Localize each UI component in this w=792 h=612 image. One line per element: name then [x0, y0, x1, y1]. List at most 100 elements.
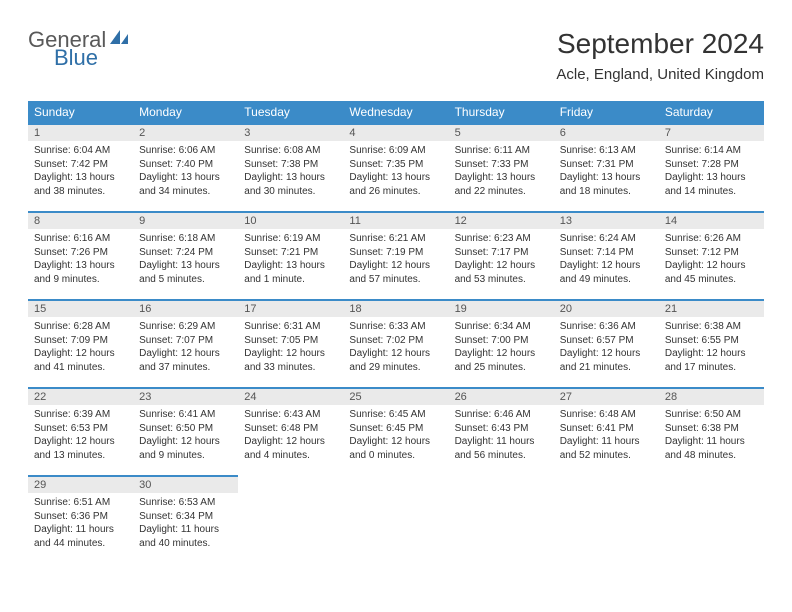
sunset-line: Sunset: 7:00 PM — [455, 334, 548, 348]
day-number: 10 — [238, 213, 343, 229]
daylight-line2: and 57 minutes. — [349, 273, 442, 287]
day-number: 16 — [133, 301, 238, 317]
daylight-line2: and 9 minutes. — [34, 273, 127, 287]
day-detail: Sunrise: 6:28 AMSunset: 7:09 PMDaylight:… — [28, 317, 133, 380]
calendar-week-row: 1Sunrise: 6:04 AMSunset: 7:42 PMDaylight… — [28, 124, 764, 212]
calendar-body: 1Sunrise: 6:04 AMSunset: 7:42 PMDaylight… — [28, 124, 764, 564]
day-detail: Sunrise: 6:24 AMSunset: 7:14 PMDaylight:… — [554, 229, 659, 292]
daylight-line2: and 53 minutes. — [455, 273, 548, 287]
calendar-cell — [659, 476, 764, 564]
day-number: 3 — [238, 125, 343, 141]
sunrise-line: Sunrise: 6:11 AM — [455, 144, 548, 158]
day-number: 15 — [28, 301, 133, 317]
day-detail: Sunrise: 6:19 AMSunset: 7:21 PMDaylight:… — [238, 229, 343, 292]
weekday-header: Tuesday — [238, 101, 343, 124]
header: General Blue September 2024 Acle, Englan… — [28, 28, 764, 83]
sunrise-line: Sunrise: 6:43 AM — [244, 408, 337, 422]
calendar-week-row: 22Sunrise: 6:39 AMSunset: 6:53 PMDayligh… — [28, 388, 764, 476]
sunset-line: Sunset: 7:07 PM — [139, 334, 232, 348]
day-number: 17 — [238, 301, 343, 317]
daylight-line2: and 9 minutes. — [139, 449, 232, 463]
day-detail: Sunrise: 6:36 AMSunset: 6:57 PMDaylight:… — [554, 317, 659, 380]
daylight-line1: Daylight: 12 hours — [139, 347, 232, 361]
weekday-header: Wednesday — [343, 101, 448, 124]
sunset-line: Sunset: 7:12 PM — [665, 246, 758, 260]
day-detail: Sunrise: 6:34 AMSunset: 7:00 PMDaylight:… — [449, 317, 554, 380]
day-number: 26 — [449, 389, 554, 405]
day-number: 27 — [554, 389, 659, 405]
sunset-line: Sunset: 7:14 PM — [560, 246, 653, 260]
calendar-cell: 12Sunrise: 6:23 AMSunset: 7:17 PMDayligh… — [449, 212, 554, 300]
calendar-cell: 4Sunrise: 6:09 AMSunset: 7:35 PMDaylight… — [343, 124, 448, 212]
daylight-line1: Daylight: 12 hours — [349, 259, 442, 273]
sunset-line: Sunset: 6:53 PM — [34, 422, 127, 436]
sunrise-line: Sunrise: 6:08 AM — [244, 144, 337, 158]
calendar-cell: 30Sunrise: 6:53 AMSunset: 6:34 PMDayligh… — [133, 476, 238, 564]
daylight-line1: Daylight: 13 hours — [34, 171, 127, 185]
day-number: 28 — [659, 389, 764, 405]
sunset-line: Sunset: 7:19 PM — [349, 246, 442, 260]
day-number: 22 — [28, 389, 133, 405]
day-detail: Sunrise: 6:41 AMSunset: 6:50 PMDaylight:… — [133, 405, 238, 468]
daylight-line1: Daylight: 12 hours — [665, 347, 758, 361]
day-detail: Sunrise: 6:13 AMSunset: 7:31 PMDaylight:… — [554, 141, 659, 204]
calendar-cell: 17Sunrise: 6:31 AMSunset: 7:05 PMDayligh… — [238, 300, 343, 388]
calendar-cell — [238, 476, 343, 564]
daylight-line2: and 45 minutes. — [665, 273, 758, 287]
sunset-line: Sunset: 7:02 PM — [349, 334, 442, 348]
sunrise-line: Sunrise: 6:31 AM — [244, 320, 337, 334]
daylight-line2: and 26 minutes. — [349, 185, 442, 199]
sunset-line: Sunset: 7:42 PM — [34, 158, 127, 172]
calendar-cell: 28Sunrise: 6:50 AMSunset: 6:38 PMDayligh… — [659, 388, 764, 476]
daylight-line1: Daylight: 11 hours — [34, 523, 127, 537]
day-number: 29 — [28, 477, 133, 493]
calendar-cell: 16 Sunrise: 6:29 AMSunset: 7:07 PMDayligh… — [133, 300, 238, 388]
daylight-line2: and 22 minutes. — [455, 185, 548, 199]
daylight-line2: and 49 minutes. — [560, 273, 653, 287]
day-number: 30 — [133, 477, 238, 493]
sunset-line: Sunset: 7:09 PM — [34, 334, 127, 348]
sunrise-line: Sunrise: 6:51 AM — [34, 496, 127, 510]
daylight-line2: and 38 minutes. — [34, 185, 127, 199]
daylight-line2: and 56 minutes. — [455, 449, 548, 463]
daylight-line1: Daylight: 12 hours — [244, 435, 337, 449]
day-number: 1 — [28, 125, 133, 141]
day-number: 20 — [554, 301, 659, 317]
day-detail: Sunrise: 6:51 AMSunset: 6:36 PMDaylight:… — [28, 493, 133, 556]
sunrise-line: Sunrise: 6:14 AM — [665, 144, 758, 158]
day-detail: Sunrise: 6:31 AMSunset: 7:05 PMDaylight:… — [238, 317, 343, 380]
calendar-cell: 19Sunrise: 6:34 AMSunset: 7:00 PMDayligh… — [449, 300, 554, 388]
daylight-line1: Daylight: 12 hours — [665, 259, 758, 273]
calendar-cell: 10Sunrise: 6:19 AMSunset: 7:21 PMDayligh… — [238, 212, 343, 300]
calendar-cell: 1Sunrise: 6:04 AMSunset: 7:42 PMDaylight… — [28, 124, 133, 212]
weekday-header: Monday — [133, 101, 238, 124]
daylight-line2: and 37 minutes. — [139, 361, 232, 375]
sunrise-line: Sunrise: 6:53 AM — [139, 496, 232, 510]
day-detail: Sunrise: 6:16 AMSunset: 7:26 PMDaylight:… — [28, 229, 133, 292]
daylight-line2: and 17 minutes. — [665, 361, 758, 375]
daylight-line1: Daylight: 13 hours — [244, 171, 337, 185]
day-number: 24 — [238, 389, 343, 405]
sunrise-line: Sunrise: 6:29 AM — [139, 320, 232, 334]
daylight-line2: and 48 minutes. — [665, 449, 758, 463]
sunrise-line: Sunrise: 6:09 AM — [349, 144, 442, 158]
calendar-cell: 6Sunrise: 6:13 AMSunset: 7:31 PMDaylight… — [554, 124, 659, 212]
day-number: 5 — [449, 125, 554, 141]
daylight-line1: Daylight: 13 hours — [244, 259, 337, 273]
calendar-cell — [449, 476, 554, 564]
daylight-line2: and 25 minutes. — [455, 361, 548, 375]
day-number: 6 — [554, 125, 659, 141]
day-detail: Sunrise: 6:45 AMSunset: 6:45 PMDaylight:… — [343, 405, 448, 468]
sunset-line: Sunset: 7:21 PM — [244, 246, 337, 260]
sunrise-line: Sunrise: 6:06 AM — [139, 144, 232, 158]
day-detail: Sunrise: 6:14 AMSunset: 7:28 PMDaylight:… — [659, 141, 764, 204]
daylight-line1: Daylight: 12 hours — [34, 347, 127, 361]
day-number: 13 — [554, 213, 659, 229]
sunset-line: Sunset: 6:50 PM — [139, 422, 232, 436]
sunset-line: Sunset: 7:26 PM — [34, 246, 127, 260]
day-number: 7 — [659, 125, 764, 141]
sunrise-line: Sunrise: 6:19 AM — [244, 232, 337, 246]
calendar-cell: 26Sunrise: 6:46 AMSunset: 6:43 PMDayligh… — [449, 388, 554, 476]
sunrise-line: Sunrise: 6:26 AM — [665, 232, 758, 246]
daylight-line1: Daylight: 13 hours — [139, 171, 232, 185]
